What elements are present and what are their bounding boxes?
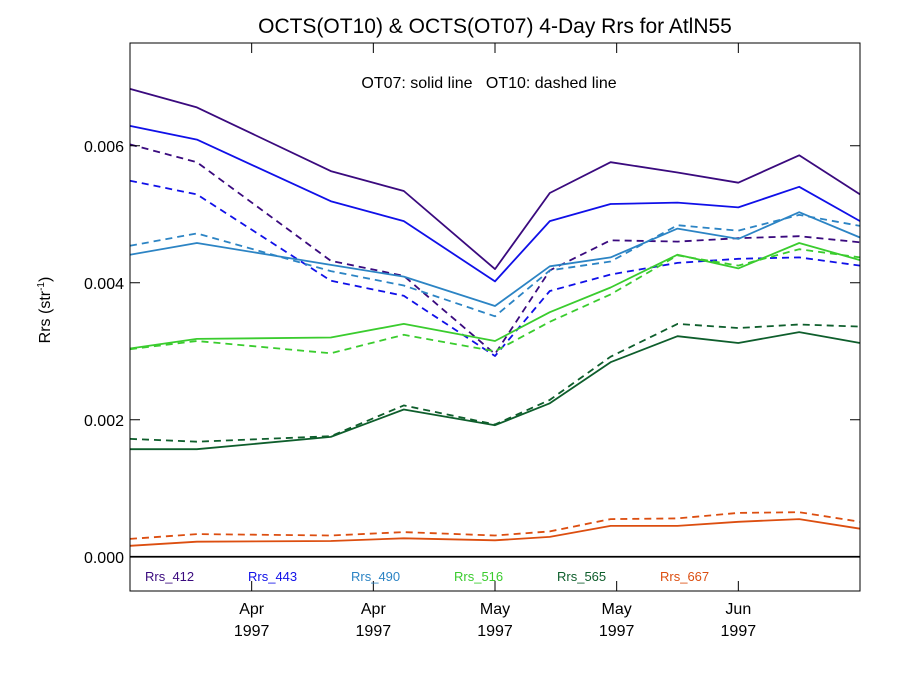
series-rrs-443-ot07-solid: [129, 125, 861, 283]
y-tick-label: 0.000: [84, 550, 124, 567]
x-tick-year: 1997: [356, 623, 392, 640]
chart-title: OCTS(OT10) & OCTS(OT07) 4-Day Rrs for At…: [258, 15, 732, 38]
legend-item-rrs-412: Rrs_412: [145, 569, 194, 584]
series-rrs-443-ot10-dashed: [129, 179, 861, 357]
series-rrs-667-ot07-solid: [129, 518, 861, 547]
series-rrs-516-ot07-solid: [129, 242, 861, 350]
x-tick-year: 1997: [721, 623, 757, 640]
x-tick-month: Apr: [239, 601, 265, 618]
series-rrs-490-ot07-solid: [129, 211, 861, 307]
legend-item-rrs-490: Rrs_490: [351, 569, 400, 584]
series-rrs-667-ot10-dashed: [129, 511, 861, 540]
y-tick-label: 0.006: [84, 139, 124, 156]
y-axis-label-superscript: -1: [36, 282, 47, 291]
legend-item-rrs-443: Rrs_443: [248, 569, 297, 584]
x-tick-year: 1997: [477, 623, 513, 640]
x-tick-year: 1997: [599, 623, 635, 640]
y-tick-label: 0.004: [84, 276, 124, 293]
y-axis-label-close: ): [37, 277, 54, 282]
axis-layer: 0.000 0.002 0.004 0.006 Apr 1997 Apr 1997 May 199…: [84, 43, 860, 640]
y-axis-label: Rrs (str-1): [36, 277, 54, 344]
series-rrs-516-ot10-dashed: [129, 248, 861, 355]
plot-frame: [129, 42, 861, 592]
series-rrs-412-ot07-solid: [129, 88, 861, 271]
legend-item-rrs-565: Rrs_565: [557, 569, 606, 584]
y-axis-label-base: Rrs (str: [37, 290, 54, 343]
line-style-annotation: OT07: solid line OT10: dashed line: [361, 75, 616, 92]
series-rrs-490-ot10-dashed: [129, 213, 861, 318]
series-rrs-565-ot10-dashed: [129, 322, 861, 443]
x-tick-year: 1997: [234, 623, 270, 640]
x-tick-month: May: [602, 601, 632, 618]
series-rrs-565-ot07-solid: [130, 331, 861, 451]
x-tick-month: May: [480, 601, 510, 618]
legend-item-rrs-667: Rrs_667: [660, 569, 709, 584]
legend: Rrs_412 Rrs_443 Rrs_490 Rrs_516 Rrs_565 Rrs_6…: [145, 569, 709, 584]
x-tick-month: Apr: [361, 601, 387, 618]
y-tick-label: 0.002: [84, 413, 124, 430]
legend-item-rrs-516: Rrs_516: [454, 569, 503, 584]
x-tick-month: Jun: [725, 601, 751, 618]
series-layer: [129, 88, 861, 547]
